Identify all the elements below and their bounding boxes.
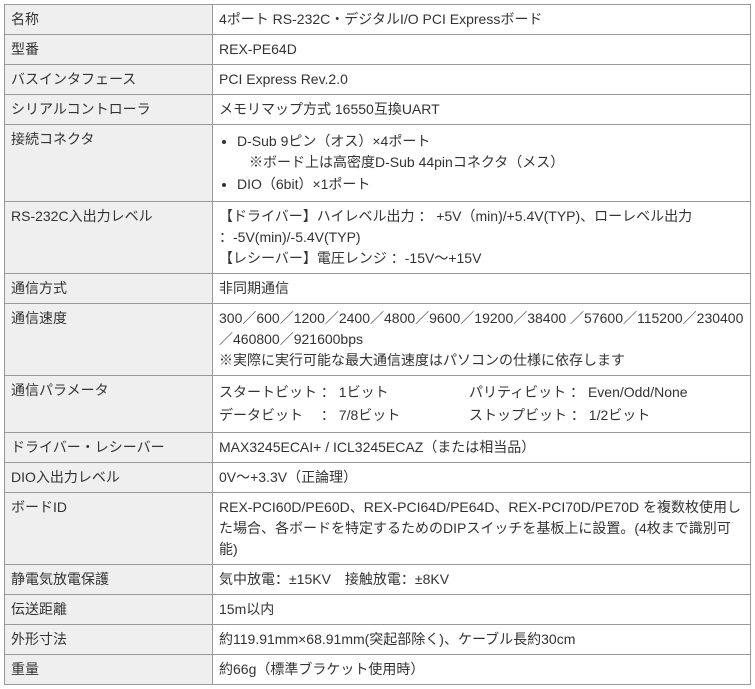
speed-values: 300／600／1200／2400／4800／9600／19200／38400 … [219, 308, 744, 350]
table-row: 通信速度300／600／1200／2400／4800／9600／19200／38… [5, 304, 751, 376]
spec-table: 名称4ポート RS-232C・デジタルI/O PCI Expressボード型番R… [4, 4, 751, 685]
spec-label: 通信速度 [5, 304, 213, 376]
spec-value: 15m以内 [213, 595, 751, 625]
spec-label: ドライバー・レシーバー [5, 433, 213, 463]
table-row: ドライバー・レシーバーMAX3245ECAI+ / ICL3245ECAZ（また… [5, 433, 751, 463]
table-row: 外形寸法約119.91mm×68.91mm(突起部除く)、ケーブル長約30cm [5, 625, 751, 655]
value-line: 【ドライバー】ハイレベル出力 ： +5V（min)/+5.4V(TYP)、ローレ… [219, 206, 744, 248]
table-row: DIO入出力レベル0V～+3.3V（正論理） [5, 463, 751, 493]
spec-label: ボードID [5, 493, 213, 565]
table-row: シリアルコントローラメモリマップ方式 16550互換UART [5, 95, 751, 125]
table-row: 型番REX-PE64D [5, 35, 751, 65]
spec-value: 気中放電：±15KV 接触放電：±8KV [213, 565, 751, 595]
param-parity-bit: パリティビット ： Even/Odd/None [469, 382, 729, 403]
table-row: 通信方式非同期通信 [5, 274, 751, 304]
table-row: 通信パラメータスタートビット ： 1ビットパリティビット ： Even/Odd/… [5, 376, 751, 433]
value-line: 【レシーバー】電圧レンジ ：-15V～+15V [219, 248, 744, 269]
connector-list: D-Sub 9ピン（オス）×4ポート※ボード上は高密度D-Sub 44pinコネ… [237, 131, 744, 195]
list-item: DIO（6bit）×1ポート [237, 174, 744, 195]
spec-value: REX-PE64D [213, 35, 751, 65]
param-data-bit: データビット ： 7/8ビット [219, 405, 469, 426]
spec-label: 名称 [5, 5, 213, 35]
spec-label: RS-232C入出力レベル [5, 202, 213, 274]
param-start-bit: スタートビット ： 1ビット [219, 382, 469, 403]
spec-value: 約119.91mm×68.91mm(突起部除く)、ケーブル長約30cm [213, 625, 751, 655]
table-row: 重量約66g（標準ブラケット使用時） [5, 655, 751, 685]
table-row: 名称4ポート RS-232C・デジタルI/O PCI Expressボード [5, 5, 751, 35]
list-item: D-Sub 9ピン（オス）×4ポート※ボード上は高密度D-Sub 44pinコネ… [237, 131, 744, 173]
param-stop-bit: ストップビット ： 1/2ビット [469, 405, 729, 426]
table-row: RS-232C入出力レベル【ドライバー】ハイレベル出力 ： +5V（min)/+… [5, 202, 751, 274]
spec-value: メモリマップ方式 16550互換UART [213, 95, 751, 125]
spec-label: 通信方式 [5, 274, 213, 304]
spec-label: DIO入出力レベル [5, 463, 213, 493]
spec-value: 【ドライバー】ハイレベル出力 ： +5V（min)/+5.4V(TYP)、ローレ… [213, 202, 751, 274]
spec-label: 型番 [5, 35, 213, 65]
spec-value: MAX3245ECAI+ / ICL3245ECAZ（または相当品） [213, 433, 751, 463]
table-row: 接続コネクタ D-Sub 9ピン（オス）×4ポート※ボード上は高密度D-Sub 4… [5, 125, 751, 202]
spec-value: 0V～+3.3V（正論理） [213, 463, 751, 493]
spec-value: REX-PCI60D/PE60D、REX-PCI64D/PE64D、REX-PC… [213, 493, 751, 565]
speed-note: ※実際に実行可能な最大通信速度はパソコンの仕様に依存します [219, 350, 744, 371]
spec-label: バスインタフェース [5, 65, 213, 95]
table-row: 伝送距離15m以内 [5, 595, 751, 625]
table-row: 静電気放電保護気中放電：±15KV 接触放電：±8KV [5, 565, 751, 595]
spec-label: 通信パラメータ [5, 376, 213, 433]
spec-value: 300／600／1200／2400／4800／9600／19200／38400 … [213, 304, 751, 376]
spec-label: 外形寸法 [5, 625, 213, 655]
spec-value: 約66g（標準ブラケット使用時） [213, 655, 751, 685]
spec-label: 接続コネクタ [5, 125, 213, 202]
table-row: バスインタフェースPCI Express Rev.2.0 [5, 65, 751, 95]
spec-label: シリアルコントローラ [5, 95, 213, 125]
spec-value: D-Sub 9ピン（オス）×4ポート※ボード上は高密度D-Sub 44pinコネ… [213, 125, 751, 202]
spec-value: 4ポート RS-232C・デジタルI/O PCI Expressボード [213, 5, 751, 35]
spec-value: スタートビット ： 1ビットパリティビット ： Even/Odd/Noneデータ… [213, 376, 751, 433]
spec-label: 重量 [5, 655, 213, 685]
spec-value: 非同期通信 [213, 274, 751, 304]
table-row: ボードIDREX-PCI60D/PE60D、REX-PCI64D/PE64D、R… [5, 493, 751, 565]
spec-label: 静電気放電保護 [5, 565, 213, 595]
spec-label: 伝送距離 [5, 595, 213, 625]
spec-value: PCI Express Rev.2.0 [213, 65, 751, 95]
sub-note: ※ボード上は高密度D-Sub 44pinコネクタ（メス） [249, 152, 744, 173]
